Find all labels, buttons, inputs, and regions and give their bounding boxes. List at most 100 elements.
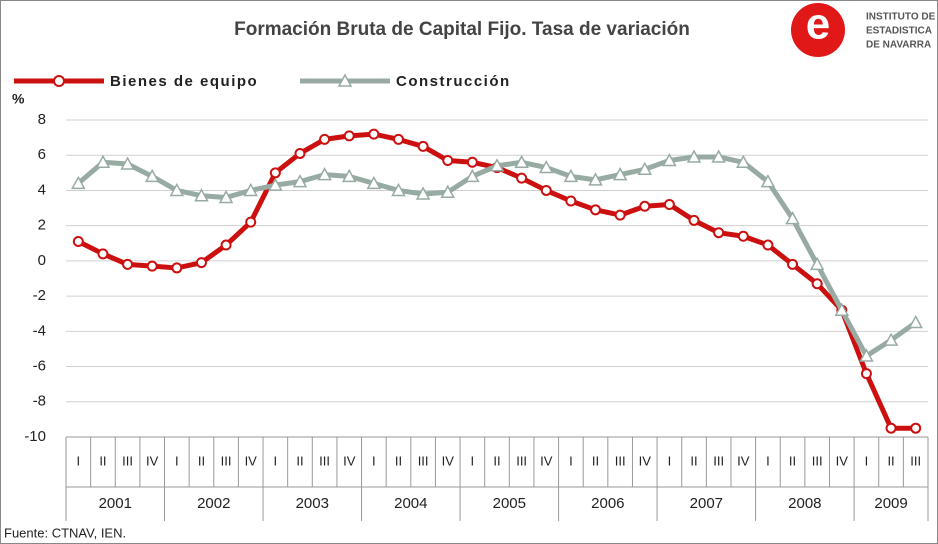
point bbox=[514, 154, 529, 169]
y-tick-label: -6 bbox=[33, 358, 46, 375]
point bbox=[908, 314, 923, 329]
legend: Bienes de equipo Construcción bbox=[14, 73, 509, 90]
x-tick-label: IV bbox=[836, 453, 849, 468]
y-tick-label: 2 bbox=[38, 217, 46, 234]
point bbox=[737, 230, 749, 242]
point bbox=[688, 214, 700, 226]
point bbox=[663, 199, 675, 211]
y-tick-label: 6 bbox=[38, 146, 46, 163]
point bbox=[736, 154, 751, 169]
point bbox=[565, 195, 577, 207]
point bbox=[415, 186, 431, 200]
x-tick-label: II bbox=[493, 453, 500, 468]
point bbox=[489, 158, 505, 172]
point bbox=[809, 256, 825, 271]
point bbox=[785, 211, 800, 225]
point bbox=[392, 133, 404, 145]
x-tick-label: II bbox=[789, 453, 796, 468]
point bbox=[343, 130, 355, 142]
point bbox=[71, 175, 86, 190]
point bbox=[440, 184, 456, 198]
x-tick-label: I bbox=[372, 453, 376, 468]
group-label: 2001 bbox=[99, 495, 132, 512]
x-tick-label: II bbox=[887, 453, 894, 468]
point bbox=[294, 147, 306, 159]
x-tick-label: III bbox=[812, 453, 823, 468]
point bbox=[169, 182, 185, 197]
point bbox=[122, 258, 134, 270]
x-tick-label: I bbox=[766, 453, 770, 468]
logo-letter: e bbox=[806, 0, 830, 49]
y-tick-label: 8 bbox=[38, 111, 46, 128]
logo-text: ESTADISTICA bbox=[866, 26, 932, 37]
point bbox=[516, 172, 528, 184]
point bbox=[662, 152, 677, 167]
x-tick-label: II bbox=[198, 453, 205, 468]
x-tick-label: IV bbox=[146, 453, 159, 468]
point bbox=[391, 182, 406, 197]
point bbox=[811, 278, 823, 290]
point bbox=[713, 227, 725, 239]
x-tick-label: III bbox=[418, 453, 429, 468]
point bbox=[368, 128, 380, 140]
point bbox=[218, 189, 234, 204]
y-tick-label: 4 bbox=[38, 181, 46, 198]
point bbox=[366, 175, 382, 190]
y-tick-label: -8 bbox=[33, 393, 46, 410]
point bbox=[910, 422, 922, 434]
x-tick-label: I bbox=[471, 453, 475, 468]
x-tick-label: I bbox=[865, 453, 869, 468]
legend-marker bbox=[53, 75, 65, 87]
x-tick-label: III bbox=[910, 453, 921, 468]
point bbox=[637, 161, 653, 176]
point bbox=[319, 133, 331, 145]
point bbox=[442, 155, 454, 167]
point bbox=[834, 302, 850, 316]
logo-text: INSTITUTO DE bbox=[866, 12, 936, 23]
point bbox=[563, 168, 579, 183]
point bbox=[639, 200, 651, 212]
point bbox=[120, 156, 135, 170]
point bbox=[590, 204, 602, 216]
logo-text: DE NAVARRA bbox=[866, 40, 931, 51]
x-tick-label: II bbox=[395, 453, 402, 468]
point bbox=[612, 167, 628, 181]
x-tick-label: IV bbox=[540, 453, 553, 468]
point bbox=[859, 348, 874, 362]
x-tick-label: IV bbox=[639, 453, 652, 468]
x-tick-label: IV bbox=[245, 453, 258, 468]
x-tick-label: II bbox=[99, 453, 106, 468]
point bbox=[760, 174, 776, 188]
x-tick-label: II bbox=[592, 453, 599, 468]
point bbox=[195, 257, 207, 269]
x-tick-label: II bbox=[690, 453, 697, 468]
x-tick-label: IV bbox=[737, 453, 750, 468]
point bbox=[269, 167, 281, 179]
x-tick-label: III bbox=[615, 453, 626, 468]
y-tick-label: -4 bbox=[33, 322, 46, 339]
point bbox=[711, 149, 726, 163]
x-tick-label: I bbox=[175, 453, 179, 468]
x-tick-label: II bbox=[296, 453, 303, 468]
point bbox=[243, 182, 258, 197]
x-tick-label: III bbox=[122, 453, 133, 468]
logo-mark bbox=[791, 3, 845, 57]
point bbox=[417, 140, 429, 152]
point bbox=[72, 236, 84, 248]
group-label: 2006 bbox=[591, 495, 624, 512]
y-axis-label: % bbox=[12, 91, 25, 107]
source-note: Fuente: CTNAV, IEN. bbox=[4, 525, 126, 540]
chart-title: Formación Bruta de Capital Fijo. Tasa de… bbox=[234, 19, 690, 40]
point bbox=[341, 168, 357, 183]
point bbox=[245, 216, 257, 228]
group-label: 2004 bbox=[394, 495, 427, 512]
x-tick-label: III bbox=[221, 453, 232, 468]
x-tick-label: I bbox=[668, 453, 672, 468]
point bbox=[292, 174, 308, 188]
x-tick-label: IV bbox=[442, 453, 455, 468]
point bbox=[588, 172, 603, 186]
point bbox=[146, 260, 158, 272]
point bbox=[465, 168, 480, 183]
point bbox=[220, 239, 232, 251]
